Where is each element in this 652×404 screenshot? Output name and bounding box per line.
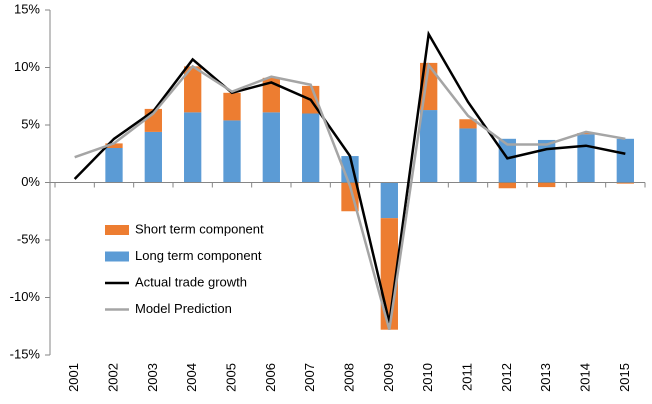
bar — [105, 148, 123, 183]
legend-label: Long term component — [135, 248, 262, 263]
y-tick-label: -5% — [17, 231, 41, 246]
x-tick-label: 2007 — [302, 363, 317, 392]
bar — [223, 92, 241, 121]
x-tick-label: 2012 — [499, 363, 514, 392]
bar — [577, 134, 595, 183]
bar — [420, 110, 438, 183]
bar — [459, 128, 477, 183]
legend-label: Model Prediction — [135, 301, 232, 316]
bar — [498, 182, 516, 189]
bar — [302, 113, 320, 183]
bar — [184, 112, 202, 183]
x-tick-label: 2005 — [223, 363, 238, 392]
bar — [223, 120, 241, 183]
legend-swatch — [105, 225, 129, 235]
x-tick-label: 2003 — [145, 363, 160, 392]
x-tick-label: 2008 — [341, 363, 356, 392]
bar — [380, 182, 398, 219]
y-tick-label: 0% — [21, 174, 40, 189]
bar — [459, 119, 477, 129]
bar — [616, 182, 634, 184]
x-tick-label: 2010 — [420, 363, 435, 392]
bar — [538, 182, 556, 188]
legend-label: Short term component — [135, 221, 264, 236]
x-tick-label: 2009 — [381, 363, 396, 392]
x-tick-label: 2006 — [263, 363, 278, 392]
y-tick-label: -10% — [10, 289, 41, 304]
x-tick-label: 2002 — [105, 363, 120, 392]
y-tick-label: -15% — [10, 346, 41, 361]
legend-swatch — [105, 251, 129, 262]
legend-label: Actual trade growth — [135, 274, 247, 289]
x-tick-label: 2001 — [66, 363, 81, 392]
bar — [262, 77, 280, 113]
x-tick-label: 2015 — [617, 363, 632, 392]
y-tick-label: 10% — [14, 59, 40, 74]
line-series — [74, 62, 626, 331]
bar — [184, 66, 202, 113]
x-tick-label: 2013 — [538, 363, 553, 392]
y-tick-label: 15% — [14, 1, 40, 16]
x-tick-label: 2011 — [459, 363, 474, 391]
bar — [577, 133, 595, 135]
bar — [262, 112, 280, 183]
bar — [144, 131, 162, 183]
line-series — [73, 30, 626, 324]
bar — [616, 138, 634, 183]
x-tick-label: 2004 — [184, 363, 199, 392]
bar — [538, 139, 556, 183]
bar — [498, 138, 516, 183]
x-tick-label: 2014 — [577, 363, 592, 392]
y-tick-label: 5% — [21, 116, 40, 131]
bar — [105, 143, 123, 148]
